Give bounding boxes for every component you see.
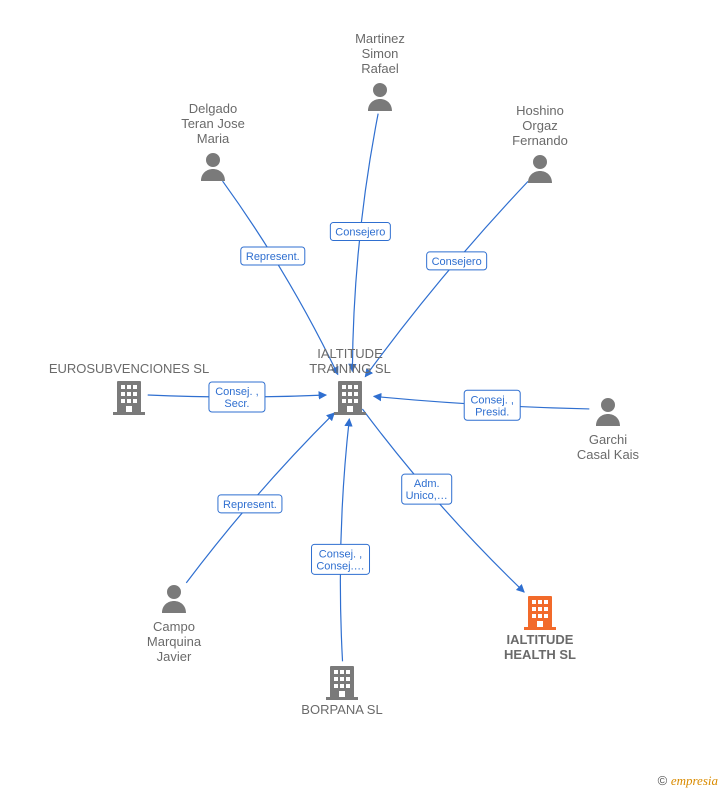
edge-hoshino-center [365, 181, 528, 376]
node-label: GarchiCasal Kais [577, 432, 640, 462]
edge-borpana-center [340, 419, 349, 662]
network-diagram: ConsejeroRepresent.ConsejeroConsej. ,Sec… [0, 0, 728, 795]
node-label: HoshinoOrgazFernando [512, 103, 568, 148]
person-icon [201, 153, 225, 181]
node-label: IALTITUDETRAINING SL [309, 346, 391, 376]
edge-label: Consejero [335, 227, 385, 239]
node-health[interactable]: IALTITUDEHEALTH SL [504, 596, 576, 662]
building-icon [524, 596, 556, 630]
copyright-symbol: © [658, 773, 668, 788]
nodes-layer: IALTITUDETRAINING SL MartinezSimonRafael D… [49, 31, 640, 717]
node-label: CampoMarquinaJavier [147, 619, 202, 664]
edge-label: Represent. [246, 251, 300, 263]
edge-label: Consejero [432, 256, 482, 268]
node-label: BORPANA SL [301, 702, 382, 717]
node-label: IALTITUDEHEALTH SL [504, 632, 576, 662]
node-campo[interactable]: CampoMarquinaJavier [147, 585, 202, 664]
person-icon [368, 83, 392, 111]
node-center[interactable]: IALTITUDETRAINING SL [309, 346, 391, 415]
building-icon [326, 666, 358, 700]
node-garchi[interactable]: GarchiCasal Kais [577, 398, 640, 462]
node-label: MartinezSimonRafael [355, 31, 405, 76]
node-label: DelgadoTeran JoseMaria [181, 101, 245, 146]
person-icon [162, 585, 186, 613]
node-euro[interactable]: EUROSUBVENCIONES SL [49, 361, 209, 415]
edge-labels-layer: ConsejeroRepresent.ConsejeroConsej. ,Sec… [209, 223, 520, 575]
edge-martinez-center [352, 114, 378, 372]
building-icon [334, 381, 366, 415]
building-icon [113, 381, 145, 415]
node-delgado[interactable]: DelgadoTeran JoseMaria [181, 101, 245, 181]
footer-credit: © empresia [658, 773, 718, 789]
edge-label: Represent. [223, 499, 277, 511]
node-hoshino[interactable]: HoshinoOrgazFernando [512, 103, 568, 183]
brand-name: empresia [671, 773, 718, 788]
node-label: EUROSUBVENCIONES SL [49, 361, 209, 376]
person-icon [596, 398, 620, 426]
node-martinez[interactable]: MartinezSimonRafael [355, 31, 405, 111]
person-icon [528, 155, 552, 183]
node-borpana[interactable]: BORPANA SL [301, 666, 382, 717]
edge-label: Consej. ,Consej.… [316, 548, 364, 572]
edge-label: Consej. ,Presid. [470, 394, 513, 418]
